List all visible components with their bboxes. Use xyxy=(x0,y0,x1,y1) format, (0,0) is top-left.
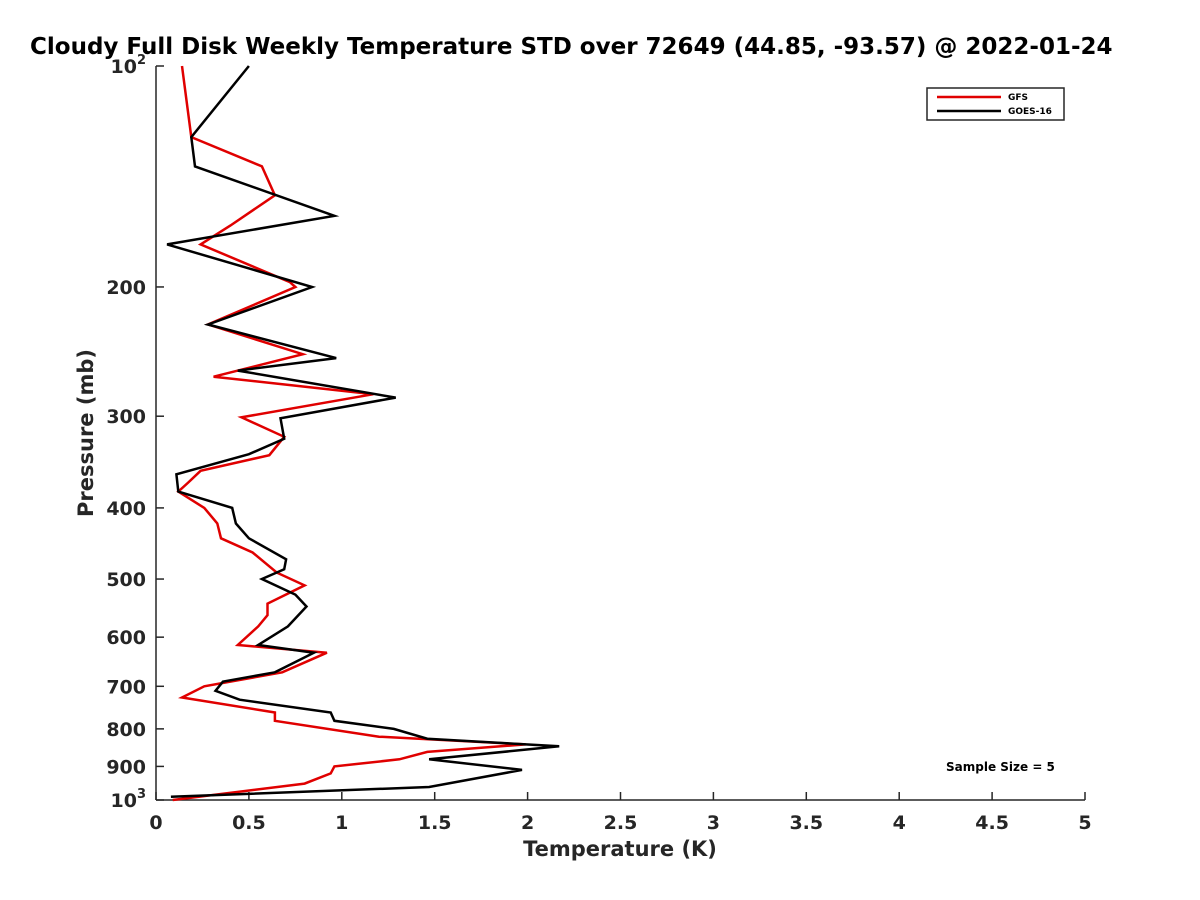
x-tick-label: 2.5 xyxy=(604,812,638,834)
y-tick-label: 400 xyxy=(106,498,146,520)
x-tick-label: 1.5 xyxy=(418,812,452,834)
y-axis-label: Pressure (mb) xyxy=(74,349,98,517)
legend-label: GOES-16 xyxy=(1008,107,1052,117)
x-tick-label: 3.5 xyxy=(789,812,823,834)
x-tick-label: 1 xyxy=(335,812,348,834)
legend-box xyxy=(926,87,1065,121)
legend: GFS GOES-16 xyxy=(926,87,1065,121)
x-axis-label: Temperature (K) xyxy=(523,837,717,861)
axes: 0 0.5 1 1.5 2 2.5 3 3.5 4 4.5 5 102 200 300 400 500 600 7… xyxy=(106,53,1091,834)
sample-size-annotation: Sample Size = 5 xyxy=(946,760,1055,774)
x-tick-label: 5 xyxy=(1078,812,1091,834)
x-tick-label: 4.5 xyxy=(975,812,1009,834)
y-tick-label: 900 xyxy=(106,756,146,778)
y-tick-label: 800 xyxy=(106,719,146,741)
series-line-gfs xyxy=(172,65,526,802)
y-tick-label: 200 xyxy=(106,277,146,299)
x-tick-label: 4 xyxy=(893,812,906,834)
y-tick-label: 700 xyxy=(106,676,146,698)
x-tick-label: 0.5 xyxy=(232,812,266,834)
series-line-goes-16 xyxy=(166,65,560,799)
y-tick-label: 300 xyxy=(106,406,146,428)
x-tick-label: 0 xyxy=(149,812,162,834)
x-tick-label: 3 xyxy=(707,812,720,834)
y-tick-label: 500 xyxy=(106,569,146,591)
y-tick-label: 102 xyxy=(111,53,147,78)
y-tick-label: 103 xyxy=(111,787,147,812)
y-tick-label: 600 xyxy=(106,627,146,649)
series-layer xyxy=(166,65,560,802)
chart-title: Cloudy Full Disk Weekly Temperature STD … xyxy=(30,34,1113,60)
x-tick-label: 2 xyxy=(521,812,534,834)
legend-label: GFS xyxy=(1008,93,1028,103)
